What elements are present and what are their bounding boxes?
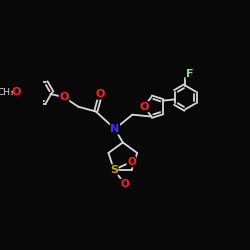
Text: O: O [121,179,130,189]
Text: CH₃: CH₃ [0,88,14,97]
Text: S: S [110,165,118,175]
Text: O: O [11,88,21,98]
Text: O: O [140,102,149,112]
Text: N: N [110,124,120,134]
Text: O: O [59,92,69,102]
Text: O: O [127,157,136,167]
Text: F: F [186,70,194,80]
Text: O: O [96,89,105,99]
